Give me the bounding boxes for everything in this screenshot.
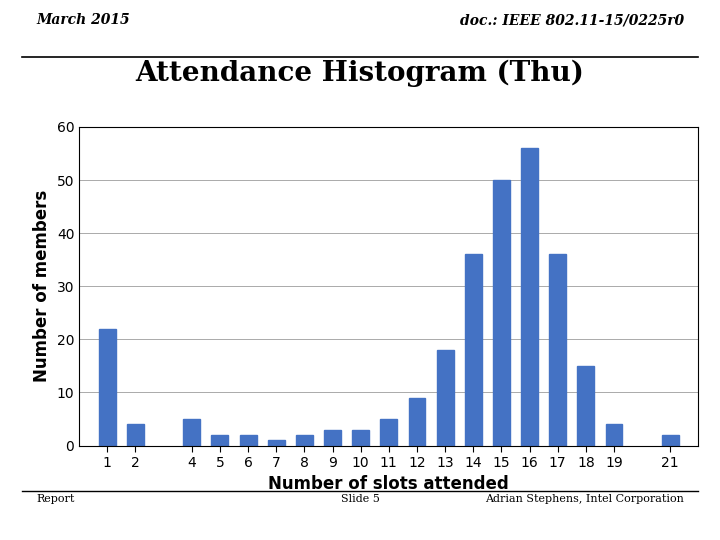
Bar <box>606 424 622 445</box>
Bar <box>577 366 594 445</box>
Bar <box>549 254 566 446</box>
Bar <box>436 350 454 446</box>
Bar <box>184 419 200 446</box>
Text: Attendance Histogram (Thu): Attendance Histogram (Thu) <box>135 59 585 87</box>
Text: Adrian Stephens, Intel Corporation: Adrian Stephens, Intel Corporation <box>485 494 684 504</box>
Y-axis label: Number of members: Number of members <box>33 190 51 382</box>
Bar <box>240 435 256 446</box>
Bar <box>296 435 312 446</box>
Bar <box>465 254 482 446</box>
Bar <box>324 430 341 446</box>
Bar <box>212 435 228 446</box>
Bar <box>268 440 284 445</box>
Bar <box>493 180 510 446</box>
X-axis label: Number of slots attended: Number of slots attended <box>269 476 509 494</box>
Text: Slide 5: Slide 5 <box>341 494 379 504</box>
Bar <box>380 419 397 446</box>
Text: March 2015: March 2015 <box>36 14 130 28</box>
Bar <box>127 424 144 445</box>
Bar <box>662 435 679 446</box>
Bar <box>408 397 426 446</box>
Bar <box>99 329 116 446</box>
Bar <box>352 430 369 446</box>
Text: doc.: IEEE 802.11-15/0225r0: doc.: IEEE 802.11-15/0225r0 <box>460 14 684 28</box>
Text: Report: Report <box>36 494 74 504</box>
Bar <box>521 148 538 446</box>
